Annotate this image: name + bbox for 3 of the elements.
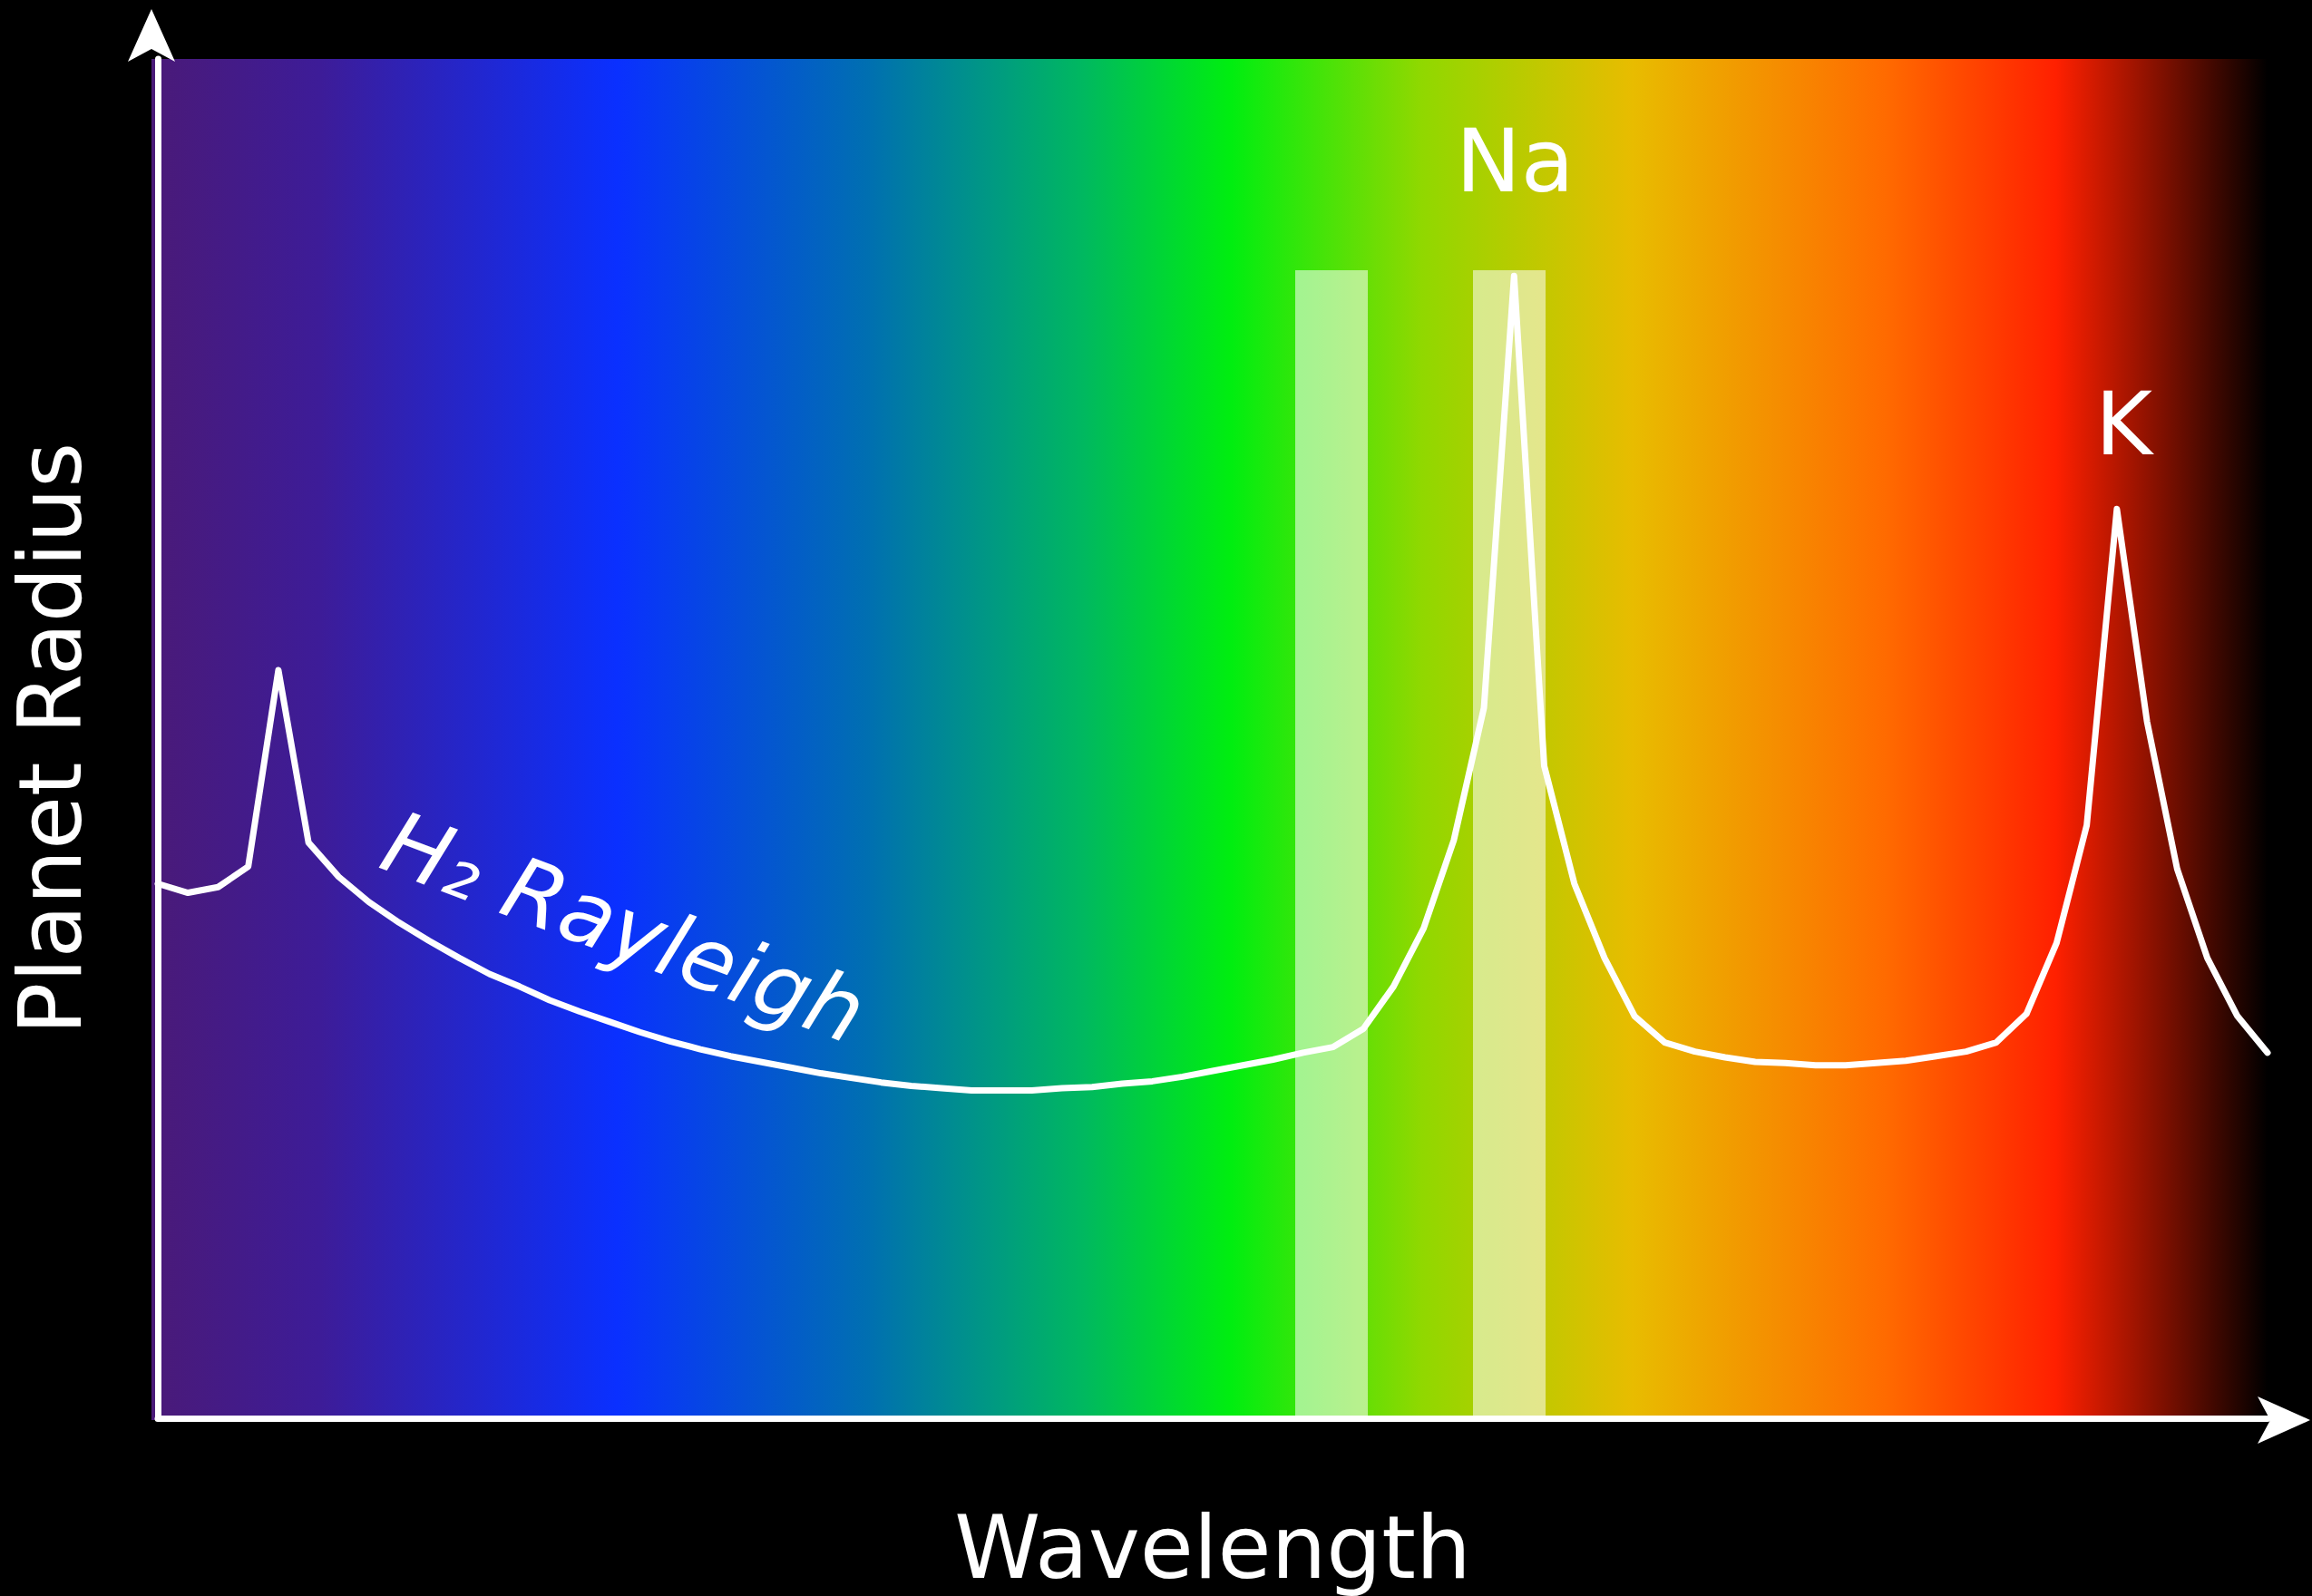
- text: Na: [1456, 111, 1575, 212]
- annotation: K: [2095, 374, 2154, 475]
- y-axis-title: Planet Radius: [0, 442, 102, 1036]
